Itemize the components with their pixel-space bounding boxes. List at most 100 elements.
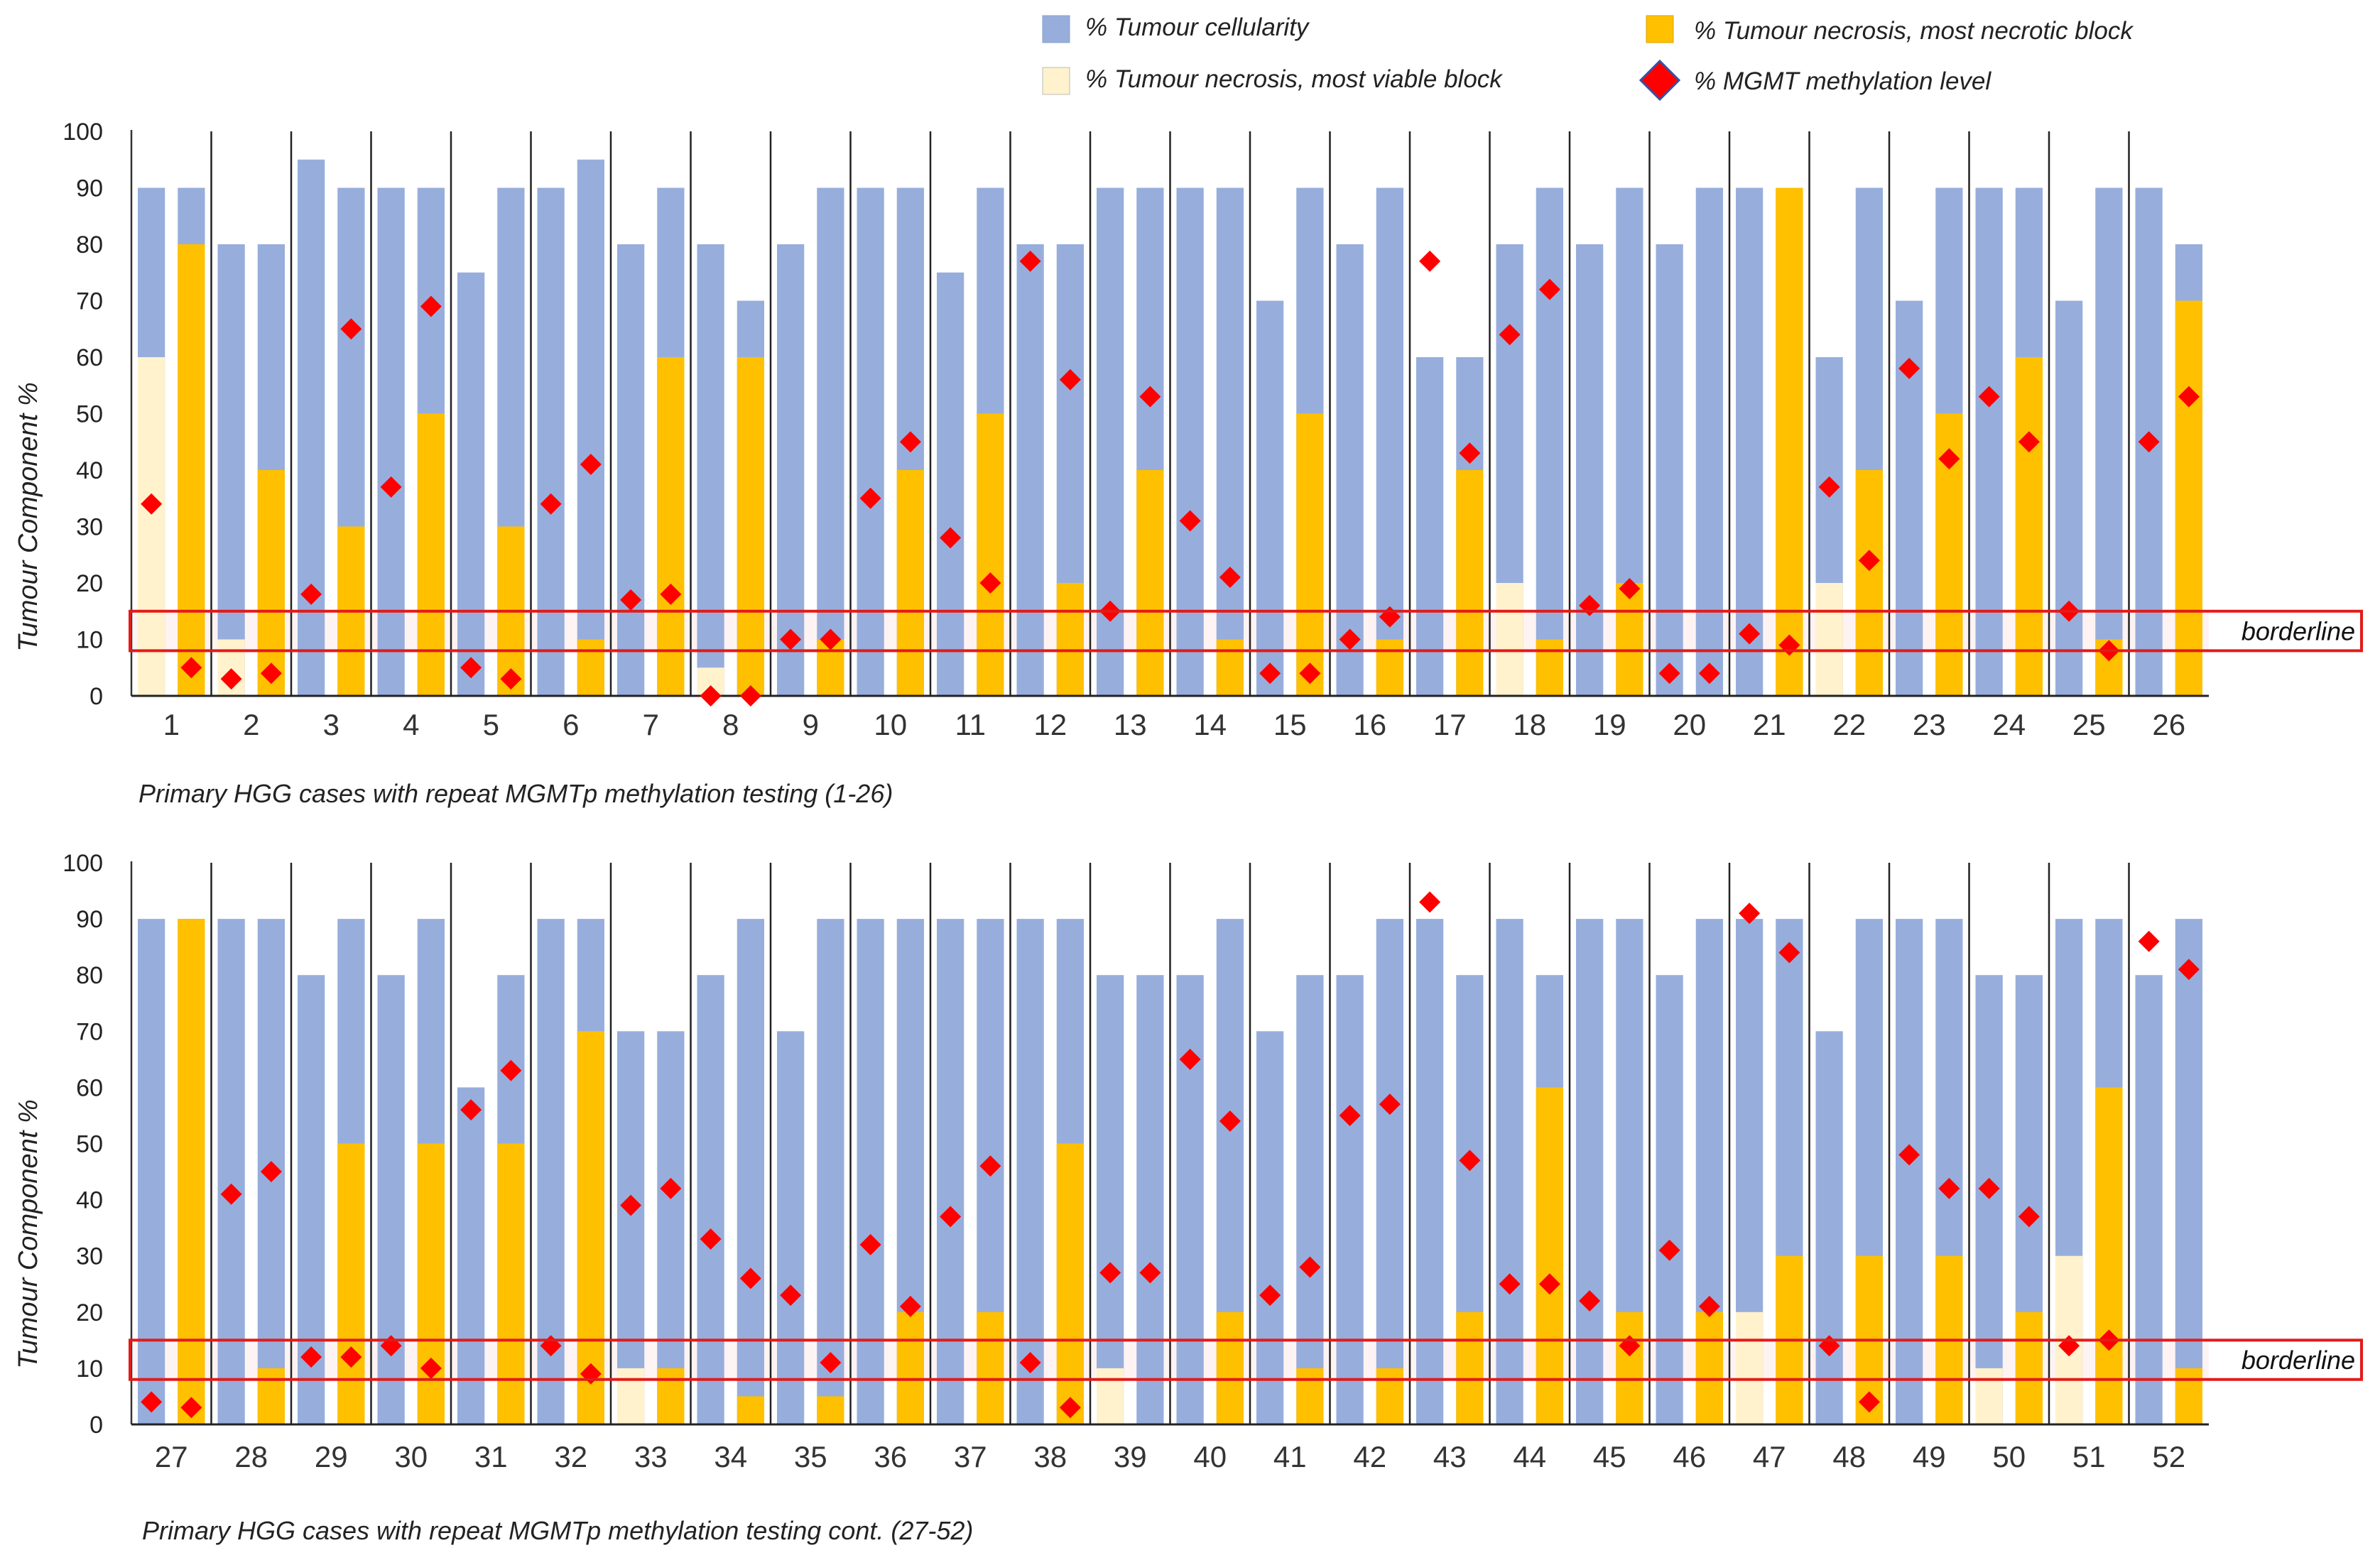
bar-cellularity — [697, 975, 724, 1424]
x-category-label: 23 — [1913, 708, 1946, 741]
bar-necrosis-viable — [1815, 583, 1843, 696]
bar-cellularity — [1216, 187, 1244, 696]
x-category-label: 46 — [1673, 1440, 1706, 1473]
x-category-label: 11 — [955, 708, 986, 741]
x-category-label: 33 — [634, 1440, 668, 1473]
x-category-label: 44 — [1513, 1440, 1546, 1473]
legend-item-cellularity: % Tumour cellularity — [1042, 13, 1310, 43]
bar-necrosis-necrotic — [178, 244, 205, 696]
bar-cellularity — [657, 1031, 685, 1424]
methylation-marker — [300, 1346, 322, 1368]
bar-necrosis-necrotic — [817, 1396, 844, 1424]
methylation-marker — [660, 583, 682, 605]
methylation-marker — [1299, 1256, 1321, 1278]
bar-cellularity — [1097, 975, 1124, 1424]
bar-necrosis-necrotic — [1056, 583, 1084, 696]
bar-necrosis-necrotic — [1376, 639, 1403, 696]
x-category-label: 32 — [554, 1440, 587, 1473]
bar-necrosis-necrotic — [896, 1312, 924, 1424]
x-category-label: 22 — [1832, 708, 1866, 741]
methylation-marker — [180, 1397, 202, 1419]
y-axis-label: Tumour Component % — [13, 1099, 43, 1368]
bar-necrosis-necrotic — [1616, 583, 1643, 696]
y-tick-label: 20 — [76, 570, 103, 597]
bar-cellularity — [1975, 187, 2003, 696]
bar-necrosis-necrotic — [977, 413, 1004, 696]
methylation-marker — [1818, 476, 1840, 498]
methylation-marker — [1698, 662, 1720, 685]
legend-swatch-viable — [1042, 67, 1070, 95]
bar-necrosis-necrotic — [657, 1368, 685, 1424]
bar-cellularity — [617, 1031, 645, 1424]
methylation-marker — [300, 583, 322, 605]
bar-cellularity — [1815, 1031, 1843, 1424]
bar-cellularity — [1656, 975, 1683, 1424]
bar-necrosis-necrotic — [737, 1396, 764, 1424]
bar-necrosis-necrotic — [2015, 357, 2043, 696]
bar-necrosis-necrotic — [417, 413, 445, 696]
methylation-marker — [380, 476, 402, 498]
legend-label-cellularity: % Tumour cellularity — [1085, 13, 1310, 41]
y-tick-label: 100 — [63, 850, 103, 877]
methylation-marker — [660, 1177, 682, 1199]
x-category-label: 49 — [1913, 1440, 1946, 1473]
bar-cellularity — [1656, 244, 1683, 696]
bar-necrosis-necrotic — [257, 1368, 285, 1424]
x-category-label: 29 — [315, 1440, 348, 1473]
bar-cellularity — [777, 244, 805, 696]
x-category-label: 35 — [794, 1440, 827, 1473]
x-category-label: 5 — [483, 708, 499, 741]
bar-cellularity — [2055, 300, 2083, 696]
methylation-marker — [1099, 1262, 1121, 1284]
bar-cellularity — [1176, 187, 1204, 696]
x-category-label: 6 — [563, 708, 579, 741]
x-category-label: 10 — [874, 708, 907, 741]
methylation-marker — [700, 1228, 722, 1250]
methylation-marker — [940, 1206, 962, 1228]
x-category-label: 36 — [874, 1440, 907, 1473]
methylation-marker — [1658, 662, 1680, 685]
methylation-marker — [899, 431, 921, 453]
methylation-marker — [859, 1233, 881, 1255]
bar-necrosis-viable — [617, 1368, 645, 1424]
y-tick-label: 40 — [76, 457, 103, 484]
bar-cellularity — [1416, 919, 1444, 1424]
methylation-marker — [180, 657, 202, 679]
bar-cellularity — [298, 159, 325, 696]
legend-label-necrotic: % Tumour necrosis, most necrotic block — [1694, 17, 2134, 45]
methylation-marker — [220, 668, 242, 690]
x-category-label: 47 — [1753, 1440, 1786, 1473]
methylation-marker — [220, 1183, 242, 1205]
methylation-marker — [940, 527, 962, 549]
bar-cellularity — [1336, 244, 1364, 696]
methylation-marker — [460, 1099, 482, 1121]
x-category-label: 17 — [1433, 708, 1467, 741]
y-tick-label: 90 — [76, 906, 103, 933]
methylation-marker — [1419, 250, 1441, 272]
bar-necrosis-necrotic — [1536, 1087, 1563, 1424]
x-category-label: 16 — [1353, 708, 1386, 741]
bar-cellularity — [2135, 975, 2163, 1424]
x-category-label: 31 — [474, 1440, 508, 1473]
methylation-marker — [1339, 1104, 1361, 1126]
chart-panel-2: Tumour Component % Primary HGG cases wit… — [13, 850, 2363, 1545]
methylation-marker — [1219, 1110, 1241, 1132]
methylation-marker — [1459, 442, 1481, 464]
bar-necrosis-necrotic — [1216, 1312, 1244, 1424]
x-category-label: 1 — [163, 708, 180, 741]
methylation-marker — [1739, 903, 1761, 925]
bar-cellularity — [857, 187, 884, 696]
x-category-label: 14 — [1193, 708, 1227, 741]
methylation-marker — [141, 493, 163, 515]
x-category-label: 7 — [643, 708, 659, 741]
x-category-label: 25 — [2072, 708, 2106, 741]
methylation-marker — [500, 668, 522, 690]
methylation-marker — [460, 657, 482, 679]
methylation-marker — [1658, 1239, 1680, 1261]
bar-cellularity — [697, 244, 724, 696]
methylation-marker — [1179, 510, 1201, 532]
bar-cellularity — [1416, 357, 1444, 696]
bar-necrosis-necrotic — [2095, 1087, 2123, 1424]
methylation-marker — [500, 1059, 522, 1081]
x-category-label: 38 — [1033, 1440, 1067, 1473]
